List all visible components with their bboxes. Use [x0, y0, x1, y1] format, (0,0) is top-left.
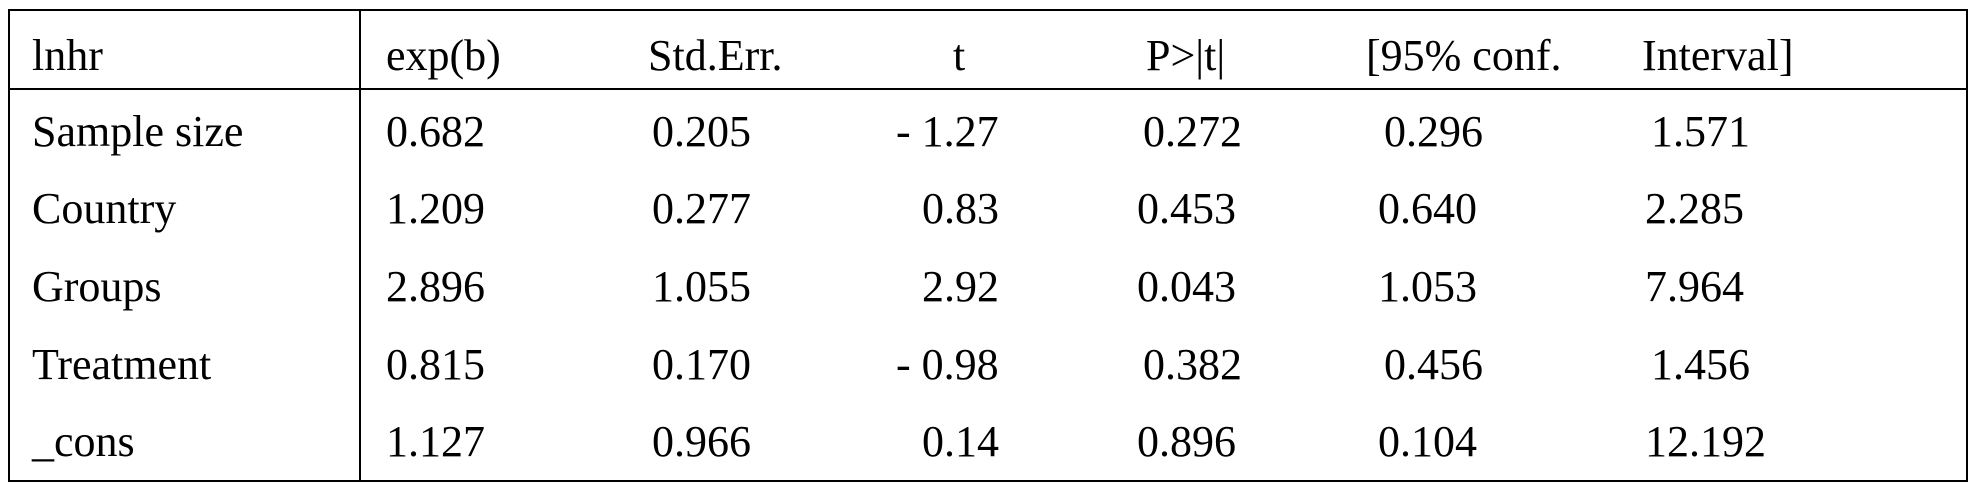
table-cell: 1.456: [1651, 340, 1750, 389]
table-cell: 0.170: [652, 340, 751, 389]
table-cell: 0.896: [1137, 417, 1236, 466]
table-cell: 1.053: [1378, 262, 1477, 311]
header-divider: [8, 88, 1968, 90]
table-cell: 1.127: [386, 417, 485, 466]
table-cell: 0.382: [1143, 340, 1242, 389]
table-cell: - 1.27: [896, 107, 999, 156]
table-cell: 0.104: [1378, 417, 1477, 466]
table-cell: 7.964: [1645, 262, 1744, 311]
table-cell: - 0.98: [896, 340, 999, 389]
table-cell: 0.682: [386, 107, 485, 156]
header-exp-b: exp(b): [386, 31, 501, 80]
table-cell: 0.296: [1384, 107, 1483, 156]
table-cell: 2.896: [386, 262, 485, 311]
header-conf-low: [95% conf.: [1366, 31, 1562, 80]
table-cell: 0.83: [922, 184, 999, 233]
table-cell: 0.272: [1143, 107, 1242, 156]
table-cell: 0.815: [386, 340, 485, 389]
table-cell: 2.92: [922, 262, 999, 311]
table-cell: 0.456: [1384, 340, 1483, 389]
table-cell: 0.205: [652, 107, 751, 156]
table-cell: 0.043: [1137, 262, 1236, 311]
row-label: _cons: [32, 417, 135, 466]
table-cell: 12.192: [1645, 417, 1766, 466]
label-column-divider: [359, 9, 361, 482]
table-cell: 0.966: [652, 417, 751, 466]
table-cell: 1.209: [386, 184, 485, 233]
header-lnhr: lnhr: [32, 31, 103, 80]
table-cell: 1.055: [652, 262, 751, 311]
row-label: Treatment: [32, 340, 212, 389]
header-p-value: P>|t|: [1146, 31, 1226, 80]
table-cell: 0.14: [922, 417, 999, 466]
header-std-err: Std.Err.: [648, 31, 783, 80]
header-conf-high: Interval]: [1642, 31, 1794, 80]
row-label: Sample size: [32, 107, 244, 156]
table-cell: 1.571: [1651, 107, 1750, 156]
row-label: Groups: [32, 262, 162, 311]
table-cell: 2.285: [1645, 184, 1744, 233]
table-cell: 0.277: [652, 184, 751, 233]
table-cell: 0.453: [1137, 184, 1236, 233]
row-label: Country: [32, 184, 177, 233]
header-t: t: [953, 31, 966, 80]
regression-table: [8, 9, 1968, 482]
table-cell: 0.640: [1378, 184, 1477, 233]
